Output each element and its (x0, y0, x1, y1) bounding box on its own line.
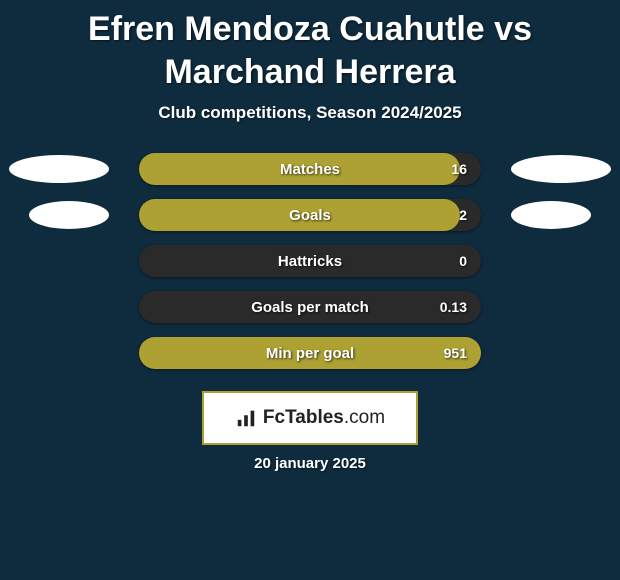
stat-value: 0 (459, 253, 467, 269)
bar-chart-icon (235, 407, 257, 429)
right-player-marker (511, 155, 611, 183)
stat-label: Goals per match (139, 299, 481, 316)
stat-row: Hattricks0 (0, 245, 620, 277)
stat-label: Goals (139, 207, 481, 224)
logo-text: FcTables.com (263, 407, 385, 429)
stat-bar: Matches16 (139, 153, 481, 185)
subtitle: Club competitions, Season 2024/2025 (0, 103, 620, 123)
stat-row: Goals per match0.13 (0, 291, 620, 323)
left-player-marker (29, 201, 109, 229)
logo-domain: .com (344, 407, 385, 428)
stat-bar: Min per goal951 (139, 337, 481, 369)
logo-brand: FcTables (263, 407, 344, 428)
stat-value: 951 (444, 345, 467, 361)
stat-row: Goals2 (0, 199, 620, 231)
stat-value: 0.13 (440, 299, 467, 315)
stat-row: Matches16 (0, 153, 620, 185)
stat-label: Matches (139, 161, 481, 178)
date-label: 20 january 2025 (0, 455, 620, 472)
stat-label: Min per goal (139, 345, 481, 362)
comparison-card: Efren Mendoza Cuahutle vs Marchand Herre… (0, 0, 620, 580)
page-title: Efren Mendoza Cuahutle vs Marchand Herre… (0, 8, 620, 103)
stat-bar: Hattricks0 (139, 245, 481, 277)
stat-value: 16 (451, 161, 467, 177)
stat-bar: Goals per match0.13 (139, 291, 481, 323)
left-player-marker (9, 155, 109, 183)
stat-row: Min per goal951 (0, 337, 620, 369)
stat-value: 2 (459, 207, 467, 223)
fctables-logo[interactable]: FcTables.com (202, 391, 418, 445)
stat-label: Hattricks (139, 253, 481, 270)
stats-list: Matches16 Goals2 Hattricks0 Goals per match… (0, 153, 620, 369)
stat-bar: Goals2 (139, 199, 481, 231)
right-player-marker (511, 201, 591, 229)
